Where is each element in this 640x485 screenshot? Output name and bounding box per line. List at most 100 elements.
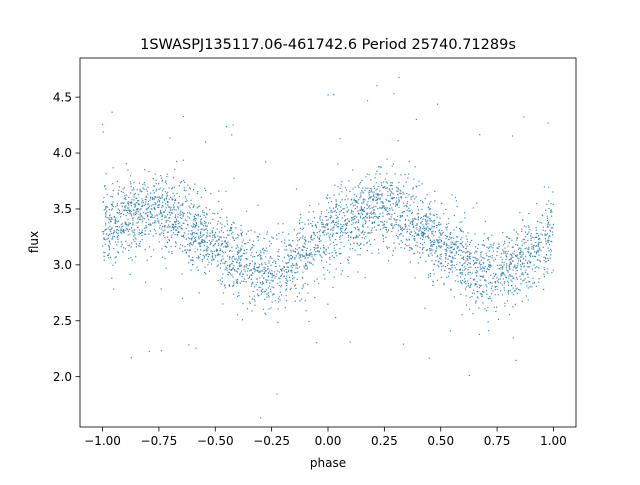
y-tick-label: 4.5 (53, 90, 72, 104)
data-point (382, 238, 385, 240)
data-point (460, 249, 462, 252)
data-point (224, 268, 226, 270)
data-point (500, 290, 502, 292)
data-point (204, 141, 207, 143)
data-point (298, 266, 301, 268)
data-point (219, 222, 221, 224)
data-point (146, 259, 148, 261)
data-point (236, 251, 239, 253)
data-point (458, 250, 460, 252)
data-point (128, 207, 130, 209)
data-point (360, 217, 362, 219)
data-point (254, 304, 256, 306)
data-point (155, 179, 157, 182)
data-point (161, 204, 163, 207)
data-point (525, 247, 528, 249)
data-point (264, 267, 266, 269)
data-point (307, 254, 309, 256)
data-point (238, 257, 240, 259)
data-point (343, 215, 346, 217)
data-point (277, 301, 280, 303)
data-point (299, 237, 301, 239)
data-point (238, 263, 240, 265)
data-point (150, 256, 152, 258)
data-point (296, 244, 298, 246)
data-point (108, 208, 111, 211)
data-point (159, 197, 161, 199)
data-point (211, 252, 214, 255)
data-point (447, 258, 449, 260)
data-point (422, 238, 424, 240)
data-point (440, 253, 442, 255)
data-point (165, 197, 168, 199)
data-point (382, 202, 384, 205)
data-point (304, 243, 306, 245)
data-point (436, 247, 438, 250)
data-point (120, 202, 122, 204)
data-point (547, 122, 549, 124)
data-point (207, 258, 209, 260)
data-point (336, 226, 338, 228)
data-point (158, 201, 161, 203)
data-point (133, 203, 135, 205)
data-point (145, 212, 147, 214)
data-point (171, 252, 173, 255)
data-point (528, 231, 530, 233)
data-point (158, 241, 160, 243)
data-point (328, 235, 330, 237)
data-point (415, 218, 417, 220)
data-point (190, 225, 193, 227)
data-point (386, 187, 388, 189)
data-point (345, 232, 347, 235)
data-point (198, 242, 200, 244)
data-point (432, 226, 434, 228)
data-point (230, 269, 232, 272)
data-point (510, 279, 512, 281)
data-point (389, 204, 391, 206)
data-point (144, 184, 146, 186)
data-point (188, 344, 190, 346)
data-point (199, 243, 201, 245)
data-point (141, 215, 143, 218)
data-point (340, 223, 342, 225)
data-point (263, 237, 265, 240)
data-point (418, 234, 420, 236)
data-point (405, 204, 407, 206)
data-point (206, 248, 208, 250)
data-point (286, 284, 288, 287)
data-point (448, 271, 450, 274)
data-point (112, 167, 114, 169)
data-point (353, 216, 355, 218)
data-point (273, 260, 275, 262)
data-point (135, 211, 137, 213)
data-point (499, 268, 501, 270)
data-point (401, 214, 404, 217)
data-point (406, 239, 408, 241)
data-point (316, 342, 318, 344)
data-point (249, 263, 251, 265)
data-point (313, 232, 315, 234)
data-point (489, 266, 491, 268)
data-point (396, 219, 398, 221)
data-point (524, 259, 527, 261)
data-point (231, 250, 233, 252)
data-point (180, 204, 182, 206)
data-point (194, 239, 197, 241)
data-point (413, 238, 415, 240)
data-point (239, 259, 242, 261)
data-point (268, 276, 270, 278)
data-point (215, 240, 217, 242)
data-point (238, 234, 240, 237)
data-point (268, 270, 270, 272)
data-point (250, 249, 252, 251)
data-point (526, 233, 528, 236)
data-point (229, 265, 231, 267)
data-point (194, 223, 196, 226)
data-point (166, 204, 169, 206)
data-point (439, 254, 441, 256)
data-point (496, 264, 499, 266)
data-point (182, 222, 184, 224)
data-point (218, 239, 220, 241)
data-point (547, 226, 549, 228)
data-point (432, 243, 435, 246)
